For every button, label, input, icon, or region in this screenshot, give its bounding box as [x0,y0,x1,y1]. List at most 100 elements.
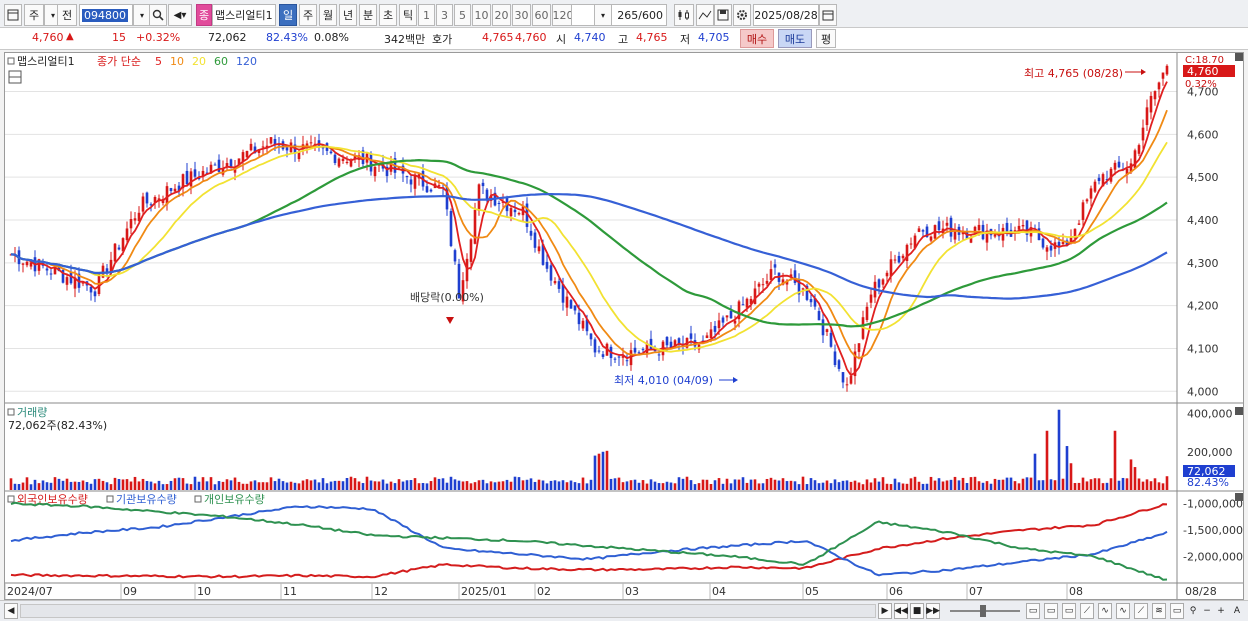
candle-type-icon[interactable] [674,4,694,26]
volume-bar [65,478,69,490]
volume-bar [333,480,337,490]
candle-body [821,319,825,336]
x-label-12: 08 [1069,585,1083,598]
layout-icon-2[interactable]: ▭ [1044,603,1058,619]
copy-icon[interactable]: ▭ [1170,603,1184,619]
save-icon[interactable] [714,4,732,26]
volume-bar [301,480,305,490]
volume-max-icon [1235,407,1243,415]
volume-bar [589,479,593,490]
volume-bar [389,481,393,490]
draw-trend-icon[interactable]: ∿ [1116,603,1130,619]
interval-6[interactable]: 60 [532,4,551,26]
candle-body [409,179,413,185]
tab-period-1[interactable]: 주 [299,4,317,26]
calendar-icon[interactable] [819,4,837,26]
gear-icon[interactable] [733,4,751,26]
chart-area[interactable]: 4,700 4,600 4,500 4,400 4,300 4,200 4,100 4,000… [4,52,1244,600]
volume-bar [373,481,377,490]
layout-icon-3[interactable]: ▭ [1062,603,1076,619]
count-field[interactable]: 265/600 [611,4,667,26]
volume-bar [845,480,849,490]
stop-icon[interactable]: ■ [910,603,924,619]
interval-4[interactable]: 20 [492,4,511,26]
volume-bar [117,479,121,490]
candle-body [949,217,953,237]
tab-period-2[interactable]: 월 [319,4,337,26]
date-value: 2025/08/28 [754,8,818,22]
tab-period-4[interactable]: 분 [359,4,377,26]
draw-fib-icon[interactable]: ≋ [1152,603,1166,619]
interval-3[interactable]: 10 [472,4,491,26]
candle-body [1069,236,1073,244]
volume-bar [17,484,21,490]
candle-body [45,268,49,271]
search-icon[interactable] [149,4,167,26]
candle-body [405,176,409,178]
window-icon[interactable] [4,4,22,26]
volume-bar [841,480,845,490]
interval-2[interactable]: 5 [454,4,471,26]
candle-body [1061,242,1065,245]
candle-body [765,280,769,284]
volume-bar [1161,483,1165,490]
volume-bar [745,482,749,490]
zoom-out-icon[interactable]: − [1203,606,1211,616]
sell-button[interactable]: 매도 [778,29,812,48]
candle-body [577,312,581,325]
speaker-icon[interactable]: ◀▾ [168,4,192,26]
interval-1[interactable]: 3 [436,4,453,26]
volume-bar [697,483,701,490]
font-size-icon[interactable]: A [1233,606,1241,616]
price-tick-label: 4,300 [1187,257,1219,270]
interval-5[interactable]: 30 [512,4,531,26]
volume-bar [1153,478,1157,490]
volume-bar [925,483,929,490]
layout-icon-1[interactable]: ▭ [1026,603,1040,619]
zoom-slider-handle[interactable] [980,605,986,617]
horizontal-scrollbar[interactable] [20,604,876,618]
stock-chart[interactable]: 4,700 4,600 4,500 4,400 4,300 4,200 4,100 4,000… [4,53,1243,599]
scroll-right-icon[interactable]: ▶ [878,603,892,619]
candle-body [37,259,41,271]
candle-body [809,299,813,303]
candle-body [137,212,141,221]
candle-body [545,261,549,269]
scroll-left-icon[interactable]: ◀ [4,603,18,619]
candle-body [525,203,529,227]
interval-0[interactable]: 1 [418,4,435,26]
draw-wave-icon[interactable]: ∿ [1098,603,1112,619]
buy-button[interactable]: 매수 [740,29,774,48]
fast-forward-icon[interactable]: ▶▶ [926,603,940,619]
tab-period-0[interactable]: 일 [279,4,297,26]
candle-body [317,140,321,146]
tab-period-6[interactable]: 틱 [399,4,417,26]
volume-bar [249,481,253,490]
volume-bar [189,484,193,490]
x-label-10: 06 [889,585,903,598]
tab-period-5[interactable]: 초 [379,4,397,26]
draw-angle-icon[interactable]: ⟋ [1134,603,1148,619]
zoom-search-icon[interactable]: ⚲ [1189,606,1197,616]
interval-dropdown-icon[interactable]: ▾ [594,4,612,26]
line-tool-glyph [698,10,712,20]
draw-line-icon[interactable]: ⟋ [1080,603,1094,619]
zoom-in-icon[interactable]: + [1217,606,1225,616]
volume-bar [741,477,745,490]
volume-bar [457,480,461,490]
rewind-icon[interactable]: ◀◀ [894,603,908,619]
stock-name-field[interactable]: 맵스리얼티1 [212,4,276,26]
stock-code-input[interactable]: 094800 [79,4,133,26]
volume-bar [281,481,285,490]
volume-bar [929,476,933,490]
volume-bar [777,480,781,490]
line-tool-icon[interactable] [696,4,714,26]
legend-ma-label: 종가 단순 [97,55,141,68]
volume-bar [729,483,733,490]
prev-button[interactable]: 전 [57,4,77,26]
period-prefix-button[interactable]: 주 [24,4,44,26]
date-field[interactable]: 2025/08/28 [753,4,819,26]
eval-button[interactable]: 평 [816,29,836,48]
tab-period-3[interactable]: 년 [339,4,357,26]
volume-bar [865,479,869,490]
